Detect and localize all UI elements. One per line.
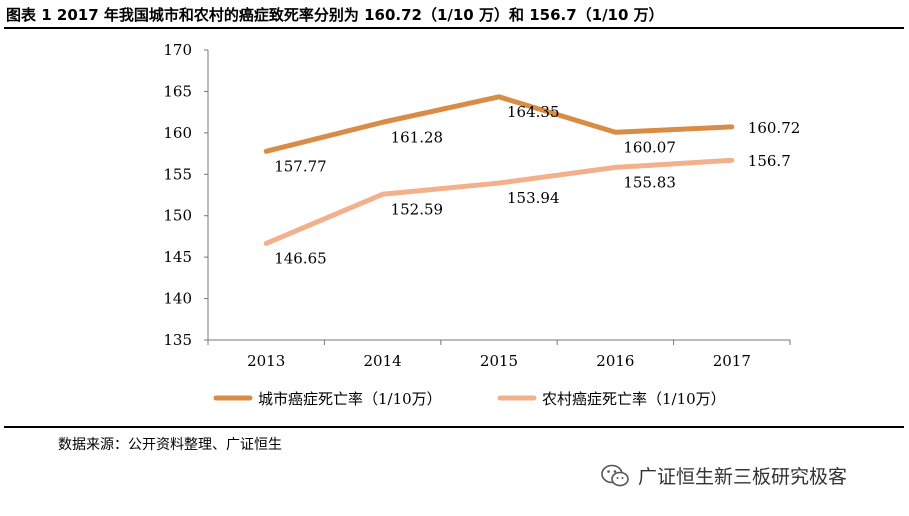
figure-title: 图表 1 2017 年我国城市和农村的癌症致死率分别为 160.72（1/10 …	[6, 6, 664, 24]
x-tick-label: 2016	[596, 352, 634, 370]
watermark-text: 广证恒生新三板研究极客	[638, 466, 848, 488]
data-label: 161.28	[391, 128, 444, 146]
legend-label-1: 城市癌症死亡率（1/10万）	[258, 390, 442, 408]
top-rule	[4, 27, 904, 29]
legend-label-2: 农村癌症死亡率（1/10万）	[542, 390, 726, 408]
data-label: 146.65	[274, 249, 327, 267]
y-tick-label: 145	[163, 248, 192, 266]
x-tick-label: 2015	[480, 352, 518, 370]
y-tick-label: 140	[163, 290, 192, 308]
data-label: 155.83	[623, 173, 676, 191]
x-tick-label: 2014	[364, 352, 402, 370]
y-tick-label: 170	[163, 41, 192, 59]
y-tick-label: 155	[163, 165, 192, 183]
wechat-icon	[601, 464, 629, 486]
data-label: 160.07	[623, 138, 676, 156]
data-label: 157.77	[274, 157, 327, 175]
data-label: 164.35	[507, 103, 560, 121]
series-line-1	[263, 94, 735, 154]
series-line-2	[263, 157, 735, 246]
y-tick-label: 135	[163, 331, 192, 349]
data-label: 160.72	[748, 119, 801, 137]
x-tick-label: 2017	[713, 352, 751, 370]
data-label: 156.7	[748, 152, 791, 170]
bottom-rule	[4, 426, 904, 428]
source-note: 数据来源：公开资料整理、广证恒生	[58, 437, 282, 453]
y-tick-label: 150	[163, 207, 192, 225]
y-tick-label: 165	[163, 82, 192, 100]
x-tick-label: 2013	[247, 352, 285, 370]
data-label: 153.94	[507, 189, 560, 207]
watermark: 广证恒生新三板研究极客	[600, 462, 847, 489]
y-tick-label: 160	[163, 124, 192, 142]
data-label: 152.59	[391, 200, 444, 218]
